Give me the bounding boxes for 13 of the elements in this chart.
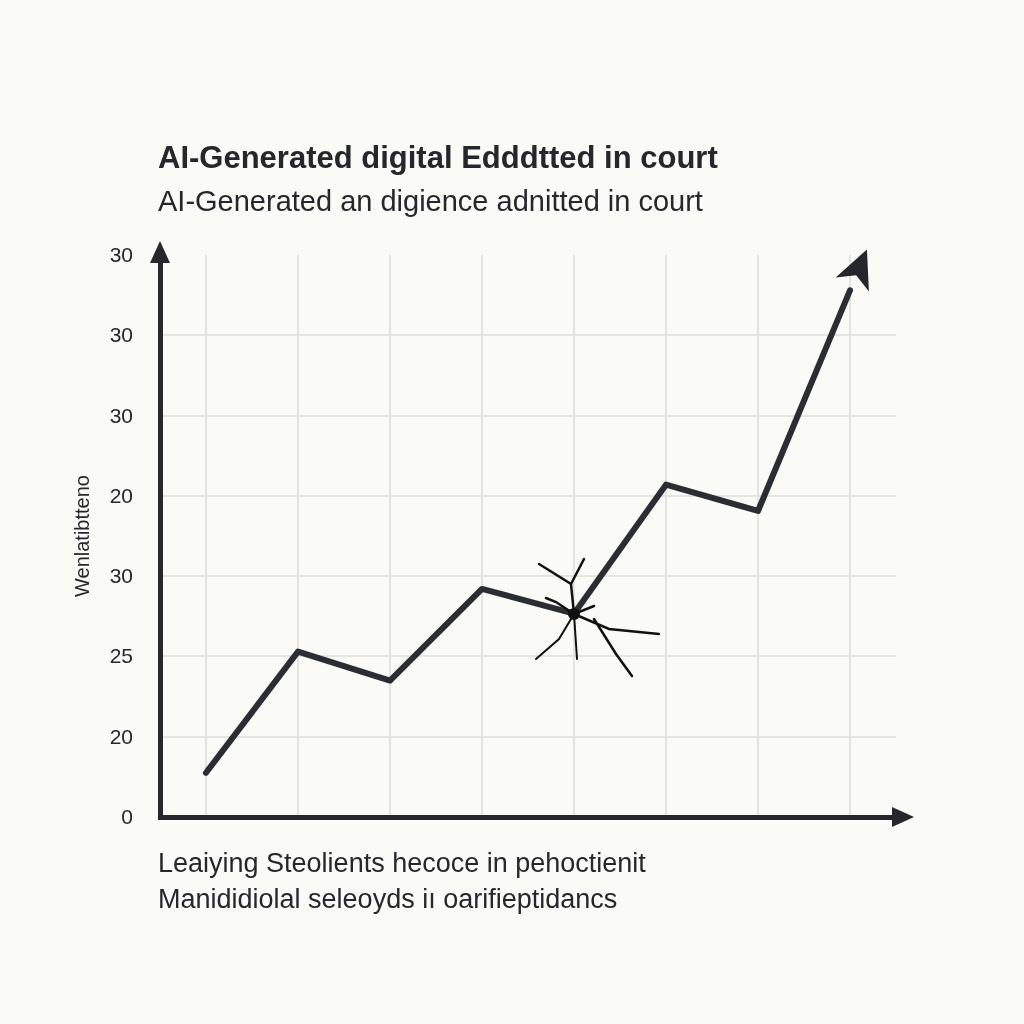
chart-title: AI-Generated digital Edddtted in court [158, 140, 718, 176]
text: Manididiolal seleoyds iı oarifieptidancs [158, 884, 618, 915]
text: 0 [121, 805, 133, 829]
text: 25 [109, 644, 133, 669]
text: 30 [109, 243, 133, 267]
text: 20 [109, 724, 133, 749]
text: 30 [109, 564, 133, 589]
chart-subtitle: AI-Generated an digience adnitted in court [158, 185, 703, 218]
y-axis-title: Wenlatibtteno [70, 475, 94, 597]
text: Leaiying Steolients hecoce in pehoctienit [158, 848, 646, 879]
text: 30 [109, 403, 133, 428]
text: 20 [109, 483, 133, 508]
text: 30 [109, 323, 133, 348]
